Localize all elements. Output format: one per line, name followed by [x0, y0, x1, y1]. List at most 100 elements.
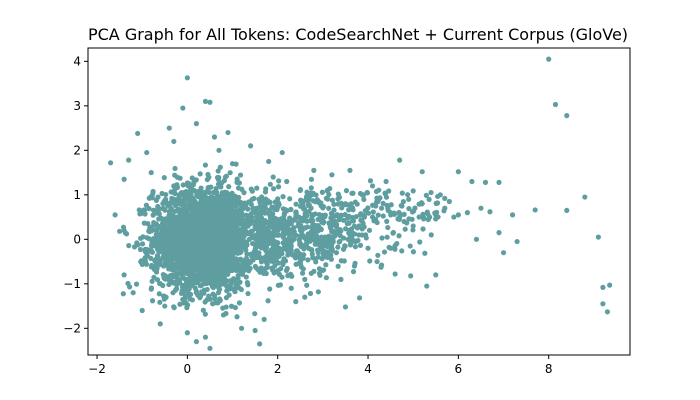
data-point — [215, 264, 221, 270]
data-point — [258, 241, 264, 247]
data-point — [304, 224, 310, 230]
data-point — [202, 162, 209, 168]
data-point — [265, 298, 271, 304]
data-point — [223, 238, 229, 244]
data-point — [153, 227, 159, 233]
data-point — [250, 257, 256, 263]
data-point — [222, 191, 229, 197]
data-point-outlier — [347, 167, 353, 173]
data-point-outlier — [248, 143, 254, 149]
x-tick-label: 6 — [455, 362, 463, 376]
data-point — [410, 188, 416, 194]
data-point — [252, 311, 258, 317]
data-point — [421, 216, 427, 222]
data-point — [270, 249, 276, 255]
data-point-outlier — [388, 210, 394, 216]
data-point — [177, 301, 183, 307]
data-point-outlier — [261, 316, 267, 323]
data-point — [258, 259, 265, 265]
data-point — [211, 260, 218, 267]
data-point-outlier — [184, 75, 190, 81]
data-point — [145, 221, 151, 227]
data-point — [420, 226, 426, 232]
data-point — [257, 221, 263, 227]
data-point — [317, 272, 323, 278]
data-point — [146, 236, 152, 242]
data-point-outlier — [184, 330, 190, 336]
data-point — [216, 279, 222, 285]
data-point — [162, 197, 168, 203]
data-point-outlier — [193, 121, 199, 127]
data-point — [134, 240, 140, 246]
data-point — [291, 225, 297, 231]
data-point-outlier — [320, 267, 326, 274]
data-point — [276, 271, 282, 277]
data-point — [362, 232, 369, 238]
x-tick-label: 0 — [184, 362, 192, 376]
data-point — [321, 219, 327, 225]
data-point — [217, 297, 223, 303]
data-point — [275, 240, 281, 246]
data-point — [304, 189, 310, 195]
data-point — [283, 267, 290, 274]
data-point-outlier — [451, 214, 457, 220]
data-point — [181, 208, 187, 214]
data-point — [309, 251, 315, 257]
data-point-outlier — [166, 125, 172, 131]
data-point — [186, 265, 192, 271]
data-point-outlier — [148, 169, 154, 176]
data-point — [199, 274, 206, 280]
data-point — [263, 254, 269, 260]
data-point — [171, 273, 177, 279]
data-point — [374, 195, 380, 201]
data-point — [305, 202, 312, 209]
data-point — [239, 186, 245, 192]
data-point — [266, 235, 272, 241]
data-point — [361, 212, 367, 219]
data-point — [293, 248, 300, 254]
data-point-outlier — [595, 234, 601, 240]
data-point — [174, 215, 181, 221]
data-point — [194, 214, 200, 220]
data-point — [191, 208, 198, 214]
data-point — [142, 258, 148, 264]
data-point — [270, 186, 277, 192]
data-point — [330, 239, 336, 245]
data-point — [384, 218, 390, 224]
data-point-outlier — [288, 285, 294, 291]
data-point — [331, 207, 337, 213]
data-point — [316, 200, 323, 206]
data-point — [142, 207, 148, 213]
data-point — [309, 247, 315, 253]
data-point — [276, 245, 282, 251]
data-point — [246, 213, 253, 219]
data-point — [307, 290, 314, 297]
data-point — [200, 210, 206, 216]
data-point-outlier — [112, 212, 118, 218]
data-point — [417, 239, 423, 245]
data-point — [183, 284, 189, 290]
data-point — [146, 227, 152, 233]
data-point — [287, 215, 293, 221]
data-point — [146, 195, 152, 201]
data-point — [298, 261, 304, 268]
data-point — [339, 205, 345, 211]
data-point — [205, 275, 211, 281]
data-point-outlier — [496, 230, 502, 236]
data-point — [396, 233, 402, 239]
data-point — [350, 207, 356, 213]
data-point-outlier — [311, 167, 317, 173]
data-point-outlier — [121, 176, 127, 182]
data-point — [232, 247, 239, 254]
data-point — [180, 203, 186, 209]
data-point — [187, 271, 193, 277]
data-point — [287, 219, 293, 225]
data-point — [346, 220, 352, 226]
data-point-outlier — [293, 299, 299, 305]
data-point — [157, 281, 163, 287]
data-point-outlier — [369, 183, 376, 189]
data-point — [209, 247, 215, 253]
data-point — [424, 209, 430, 215]
data-point — [373, 203, 379, 209]
